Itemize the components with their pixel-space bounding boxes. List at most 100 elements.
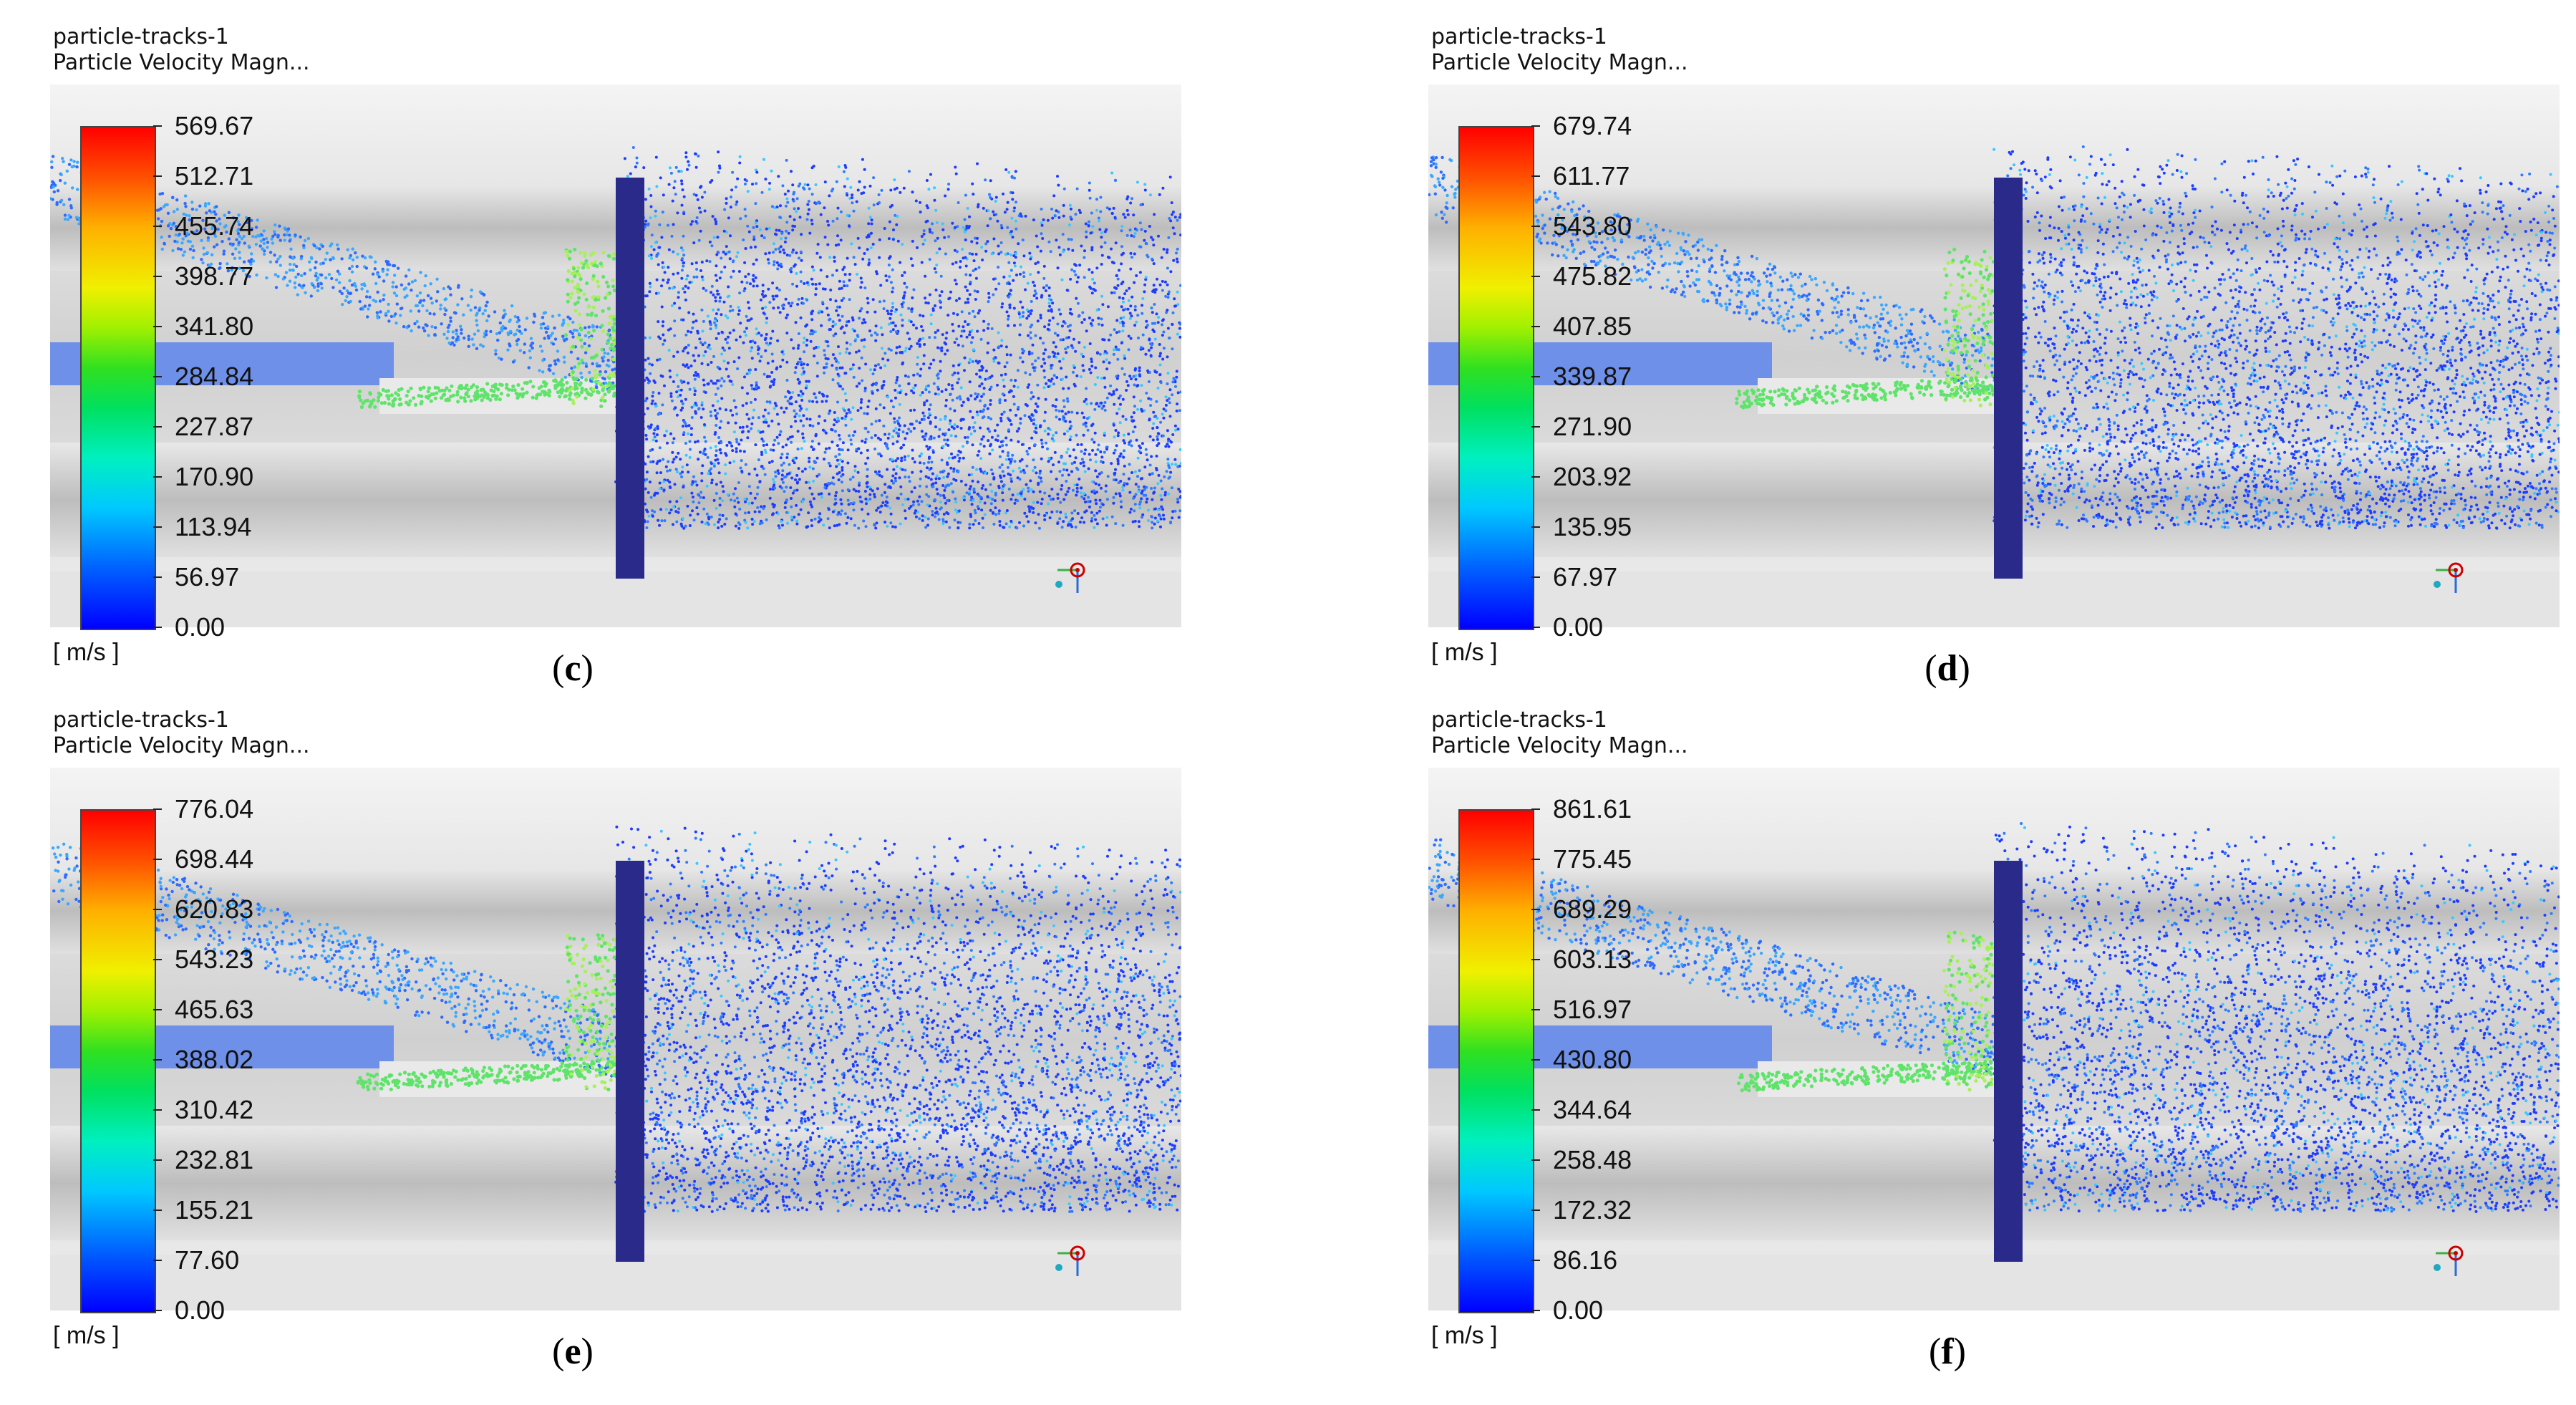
colorbar-tick-label: 341.80 — [175, 312, 253, 341]
colorbar-tick-mark — [153, 226, 162, 227]
duct-floor — [1428, 1255, 2560, 1310]
colorbar-tick-mark — [153, 125, 162, 127]
colorbar-tick-mark — [1531, 175, 1540, 177]
colorbar-tick: 341.80 — [153, 312, 296, 341]
colorbar-tick-label: 543.80 — [1553, 212, 1632, 241]
colorbar-tick-label: 258.48 — [1553, 1146, 1632, 1174]
colorbar-tick: 569.67 — [153, 112, 296, 140]
colorbar-tick-label: 776.04 — [175, 795, 253, 824]
colorbar-tick-label: 172.32 — [1553, 1196, 1632, 1225]
colorbar-tick-label: 284.84 — [175, 362, 253, 391]
colorbar-tick-mark — [1531, 426, 1540, 428]
colorbar-tick-mark — [1531, 859, 1540, 860]
colorbar-tick-label: 603.13 — [1553, 945, 1632, 974]
colorbar-unit: [ m/s ] — [53, 639, 120, 667]
panel-subtitle: Particle Velocity Magn... — [53, 733, 310, 759]
colorbar-tick-mark — [1531, 326, 1540, 327]
colorbar-tick-mark — [153, 576, 162, 578]
colorbar-tick-mark — [153, 859, 162, 860]
colorbar-tick-mark — [1531, 476, 1540, 478]
panel-caption: (f) — [1912, 1331, 1983, 1373]
colorbar-tick-label: 679.74 — [1553, 112, 1632, 140]
colorbar-tick-label: 113.94 — [175, 513, 251, 541]
colorbar-tick-label: 344.64 — [1553, 1096, 1632, 1124]
panel-caption: (d) — [1912, 647, 1983, 690]
colorbar-tick: 516.97 — [1531, 995, 1675, 1024]
colorbar-tick: 543.80 — [1531, 212, 1675, 241]
colorbar-tick-mark — [153, 1310, 162, 1311]
colorbar-tick: 388.02 — [153, 1046, 296, 1074]
colorbar-tick-label: 0.00 — [175, 613, 225, 642]
panel-subtitle: Particle Velocity Magn... — [1431, 733, 1688, 759]
colorbar-tick-mark — [1531, 576, 1540, 578]
colorbar-tick: 398.77 — [153, 262, 296, 291]
colorbar-unit: [ m/s ] — [1431, 1322, 1498, 1350]
colorbar-tick: 227.87 — [153, 412, 296, 441]
colorbar-tick-mark — [1531, 1059, 1540, 1061]
panel-f: particle-tracks-1 Particle Velocity Magn.… — [1428, 708, 2574, 1352]
cfd-viewport — [50, 70, 1181, 636]
colorbar-tick: 698.44 — [153, 845, 296, 874]
colorbar-tick: 310.42 — [153, 1096, 296, 1124]
cfd-viewport — [1428, 70, 2560, 636]
bulkhead-wall — [616, 178, 644, 579]
colorbar-tick: 0.00 — [153, 613, 296, 642]
colorbar-tick-mark — [1531, 808, 1540, 810]
colorbar-tick-mark — [1531, 276, 1540, 277]
colorbar-tick: 620.83 — [153, 895, 296, 924]
colorbar-tick-mark — [1531, 376, 1540, 377]
colorbar-tick-mark — [153, 1210, 162, 1211]
colorbar-unit: [ m/s ] — [53, 1322, 120, 1350]
colorbar-tick-mark — [153, 1260, 162, 1261]
panel-caption-letter: d — [1937, 648, 1958, 689]
particle-track-render — [50, 768, 1181, 1310]
colorbar-tick-label: 339.87 — [1553, 362, 1632, 391]
colorbar-tick-mark — [153, 1059, 162, 1061]
colorbar-tick: 407.85 — [1531, 312, 1675, 341]
colorbar-tick-mark — [153, 959, 162, 960]
colorbar-tick-mark — [1531, 1009, 1540, 1010]
colorbar-tick-mark — [153, 175, 162, 177]
colorbar-tick: 775.45 — [1531, 845, 1675, 874]
panel-caption-letter: f — [1941, 1331, 1953, 1372]
colorbar-tick: 271.90 — [1531, 412, 1675, 441]
colorbar-tick: 512.71 — [153, 162, 296, 190]
colorbar-tick: 344.64 — [1531, 1096, 1675, 1124]
panel-title: particle-tracks-1 — [1431, 24, 1607, 50]
colorbar-tick-mark — [1531, 1260, 1540, 1261]
colorbar-tick-label: 465.63 — [175, 995, 253, 1024]
colorbar-tick-label: 620.83 — [175, 895, 253, 924]
colorbar-tick-mark — [1531, 1109, 1540, 1111]
colorbar-tick-label: 0.00 — [175, 1296, 225, 1325]
panel-caption: (c) — [537, 647, 609, 690]
velocity-colorbar — [1458, 809, 1534, 1313]
colorbar-tick-label: 170.90 — [175, 463, 253, 491]
colorbar-tick: 155.21 — [153, 1196, 296, 1225]
colorbar-tick-mark — [153, 426, 162, 428]
panel-d: particle-tracks-1 Particle Velocity Magn.… — [1428, 24, 2574, 669]
panel-subtitle: Particle Velocity Magn... — [1431, 50, 1688, 76]
colorbar-tick: 689.29 — [1531, 895, 1675, 924]
colorbar-tick: 0.00 — [1531, 613, 1675, 642]
colorbar-tick-mark — [153, 1009, 162, 1010]
colorbar-tick-mark — [153, 1109, 162, 1111]
colorbar-tick-mark — [153, 1159, 162, 1161]
colorbar-tick-mark — [1531, 226, 1540, 227]
panel-caption-letter: c — [564, 648, 581, 689]
colorbar-tick-label: 861.61 — [1553, 795, 1632, 824]
colorbar-tick: 113.94 — [153, 513, 296, 541]
velocity-colorbar — [1458, 126, 1534, 630]
colorbar-tick-label: 0.00 — [1553, 1296, 1603, 1325]
duct-floor — [50, 1255, 1181, 1310]
colorbar-tick-label: 388.02 — [175, 1046, 253, 1074]
panel-c: particle-tracks-1 Particle Velocity Magn.… — [50, 24, 1196, 669]
colorbar-tick-mark — [153, 376, 162, 377]
colorbar-tick-label: 227.87 — [175, 412, 253, 441]
colorbar-tick-mark — [1531, 125, 1540, 127]
colorbar-tick-label: 430.80 — [1553, 1046, 1632, 1074]
bulkhead-wall — [1994, 178, 2023, 579]
colorbar-tick-mark — [153, 326, 162, 327]
colorbar-tick: 679.74 — [1531, 112, 1675, 140]
colorbar-tick-label: 543.23 — [175, 945, 253, 974]
colorbar-tick: 135.95 — [1531, 513, 1675, 541]
